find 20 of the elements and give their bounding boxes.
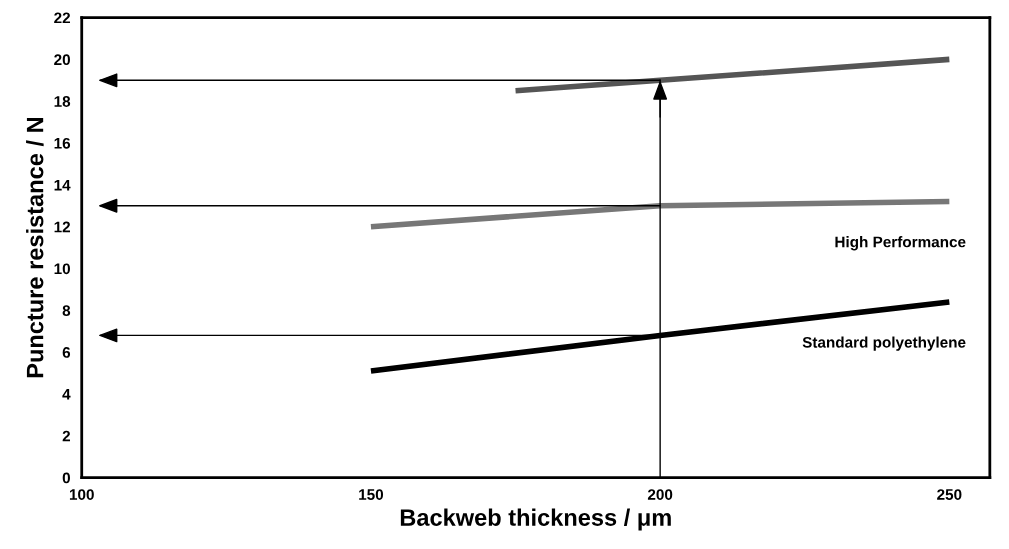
x-axis-title: Backweb thickness / μm: [400, 508, 671, 531]
y-tick-label: 12: [54, 221, 71, 233]
x-tick-label: 250: [937, 489, 962, 500]
y-tick-label: 20: [54, 54, 70, 66]
y-tick-label: 14: [54, 179, 71, 191]
y-tick-label: 0: [62, 472, 70, 484]
y-tick-label: 2: [62, 430, 71, 442]
y-tick-label: 6: [62, 347, 71, 358]
series-label: Standard polyethylene: [802, 336, 966, 351]
x-tick-label: 200: [647, 489, 673, 500]
y-tick-label: 22: [54, 12, 71, 24]
x-tick-label: 100: [69, 489, 94, 500]
y-tick-label: 10: [54, 263, 70, 275]
y-tick-label: 16: [54, 137, 71, 149]
y-axis-title: Puncture resistance / N: [26, 117, 44, 378]
y-tick-label: 4: [62, 389, 71, 400]
text: High Performance: [835, 236, 966, 251]
x-tick-label: 150: [359, 489, 384, 500]
y-tick-label: 18: [54, 96, 71, 107]
y-tick-label: 8: [62, 305, 71, 317]
